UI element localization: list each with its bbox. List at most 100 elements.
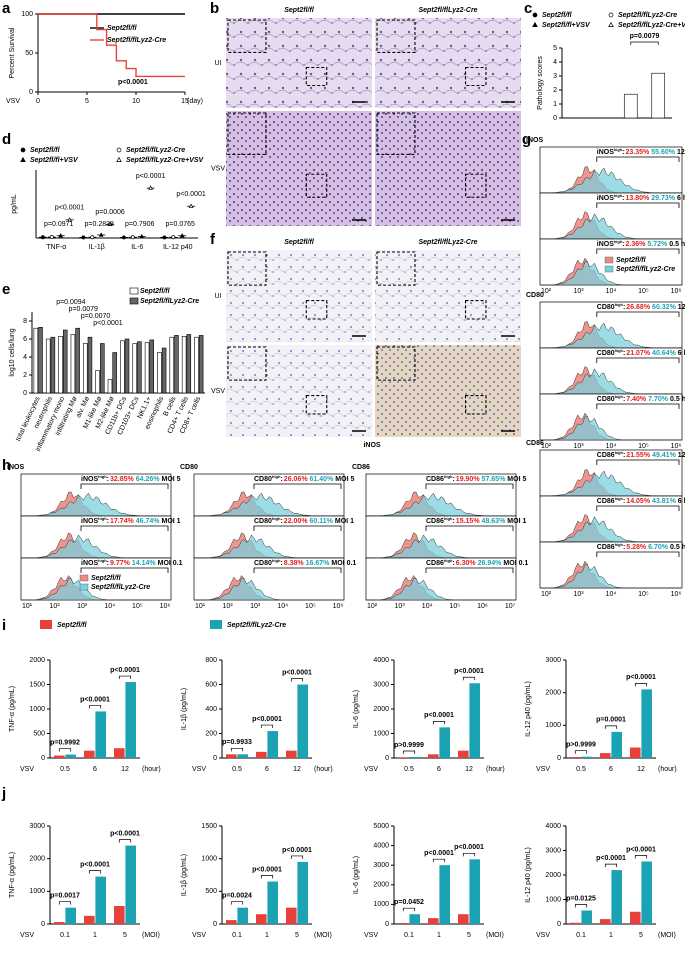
gate <box>80 567 169 573</box>
y-tick-label: 5000 <box>373 823 389 830</box>
flow-tick-label: 10³ <box>77 603 88 610</box>
marker <box>98 232 104 237</box>
annotation: p<0.0001 <box>454 844 484 851</box>
bar <box>611 870 622 924</box>
gate-sup: high <box>444 516 453 521</box>
column-header: Sept2fl/flLyz2-Cre <box>418 239 477 246</box>
gate-cond: MOI 1 <box>162 518 181 525</box>
gate-a: 17.74% <box>110 518 135 525</box>
flow-tick-label: 10² <box>367 603 378 610</box>
histogram-ko <box>539 564 682 589</box>
flow-tick-label: 10⁵ <box>638 443 649 450</box>
bar <box>428 754 439 758</box>
histogram-ko <box>539 261 682 286</box>
y-tick-label: 4000 <box>545 823 561 830</box>
y-label: Pathology scores <box>537 56 544 110</box>
y-tick-label: 0 <box>23 390 27 397</box>
gate-b: 16.67% <box>306 560 331 567</box>
annotation: p<0.0001 <box>626 846 656 853</box>
gate-sup: high <box>615 302 624 307</box>
flow-tick-label: 10⁶ <box>671 288 682 295</box>
bar <box>469 683 480 758</box>
bar <box>161 347 167 394</box>
gate-sup: high <box>98 474 107 479</box>
bracket <box>634 855 648 859</box>
y-tick-label: 0 <box>553 115 557 122</box>
legend-label: Sept2fl/fl+VSV <box>30 157 79 164</box>
roi <box>305 173 328 198</box>
gate <box>596 551 680 557</box>
bracket <box>574 750 588 754</box>
gate-b: 26.94% <box>478 560 503 567</box>
bar <box>137 341 142 394</box>
flow-tick-label: 10⁶ <box>477 603 488 610</box>
x-tick-label: 0.1 <box>404 932 414 939</box>
flow-tick-label: 10¹ <box>22 603 33 610</box>
bar <box>641 861 652 924</box>
bar <box>65 907 76 924</box>
micrograph <box>226 18 372 108</box>
gate-text: CD86high:21.55%49.41%12 hour <box>597 450 685 459</box>
y-tick-label: 2000 <box>545 872 561 879</box>
x-tick-label: 12 <box>465 766 473 773</box>
annotation: p>0.9999 <box>566 742 596 749</box>
legend-swatch <box>40 620 52 629</box>
x-tick-label: 0.1 <box>60 932 70 939</box>
bar <box>95 711 106 758</box>
legend-label: Sept2fl/flLyz2-Cre+VSV <box>618 22 685 29</box>
bracket <box>58 901 72 905</box>
roi <box>464 300 487 320</box>
gate-sup: high <box>98 558 107 563</box>
flow-marker: iNOS <box>7 464 24 471</box>
legend-label: Sept2fl/flLyz2-Cre+VSV <box>126 157 205 164</box>
gate-b: 29.73% <box>651 195 676 202</box>
annotation: p=0.0452 <box>394 899 424 906</box>
y-tick-label: 1000 <box>373 901 389 908</box>
flow-tick-label: 10³ <box>250 603 261 610</box>
bracket <box>230 747 244 752</box>
histogram-ko <box>20 578 171 601</box>
bar <box>623 93 638 119</box>
flow-frame <box>365 557 517 601</box>
annotation: p=0.0070 <box>81 313 110 320</box>
gate <box>425 525 514 531</box>
flow-tick-label: 10³ <box>573 443 584 450</box>
bar <box>286 907 297 924</box>
gate-cond: 0.5 hour <box>670 544 685 551</box>
annotation: p=0.0765 <box>166 221 195 228</box>
gate-a: 7.40% <box>626 396 647 403</box>
gate-a: 13.80% <box>626 195 651 202</box>
bar <box>409 757 420 758</box>
bar <box>95 370 100 394</box>
gate <box>596 311 680 317</box>
panel-label: d <box>2 131 11 148</box>
gate-colon: : <box>107 518 109 525</box>
y-tick-label: 5 <box>553 45 557 52</box>
y-tick-label: 2000 <box>373 882 389 889</box>
column-header: Sept2fl/flLyz2-Cre <box>418 7 477 14</box>
annotation: p<0.0001 <box>424 850 454 857</box>
gate-b: 40.64% <box>652 350 677 357</box>
gate-colon: : <box>280 560 282 567</box>
flow-marker: CD80 <box>526 292 544 299</box>
gate-text: CD80high:8.38% 16.67% MOI 0.1 <box>254 558 356 567</box>
gate-text: CD86high:19.90% 57.65% MOI 5 <box>426 474 526 483</box>
gate-gate: iNOS <box>597 149 614 156</box>
flow-tick-label: 10⁴ <box>606 288 617 295</box>
y-tick-label: 200 <box>205 730 217 737</box>
marker <box>107 221 113 227</box>
gate <box>596 202 680 208</box>
micrograph <box>375 18 521 108</box>
inset <box>227 346 267 381</box>
bar <box>186 334 192 394</box>
annotation: p<0.0001 <box>80 861 110 868</box>
gate-text: iNOShigh:23.35%55.60%12 hour <box>597 147 685 156</box>
annotation: p<0.0001 <box>176 191 205 198</box>
x-label: (hour) <box>142 766 161 773</box>
legend-label: Sept2fl/flLyz2-Cre <box>126 147 185 154</box>
gate-a: 26.06% <box>284 476 309 483</box>
annotation: p=0.0971 <box>44 221 73 228</box>
row-label: VSV <box>211 165 225 172</box>
micrograph <box>375 250 521 342</box>
roi <box>305 395 328 415</box>
